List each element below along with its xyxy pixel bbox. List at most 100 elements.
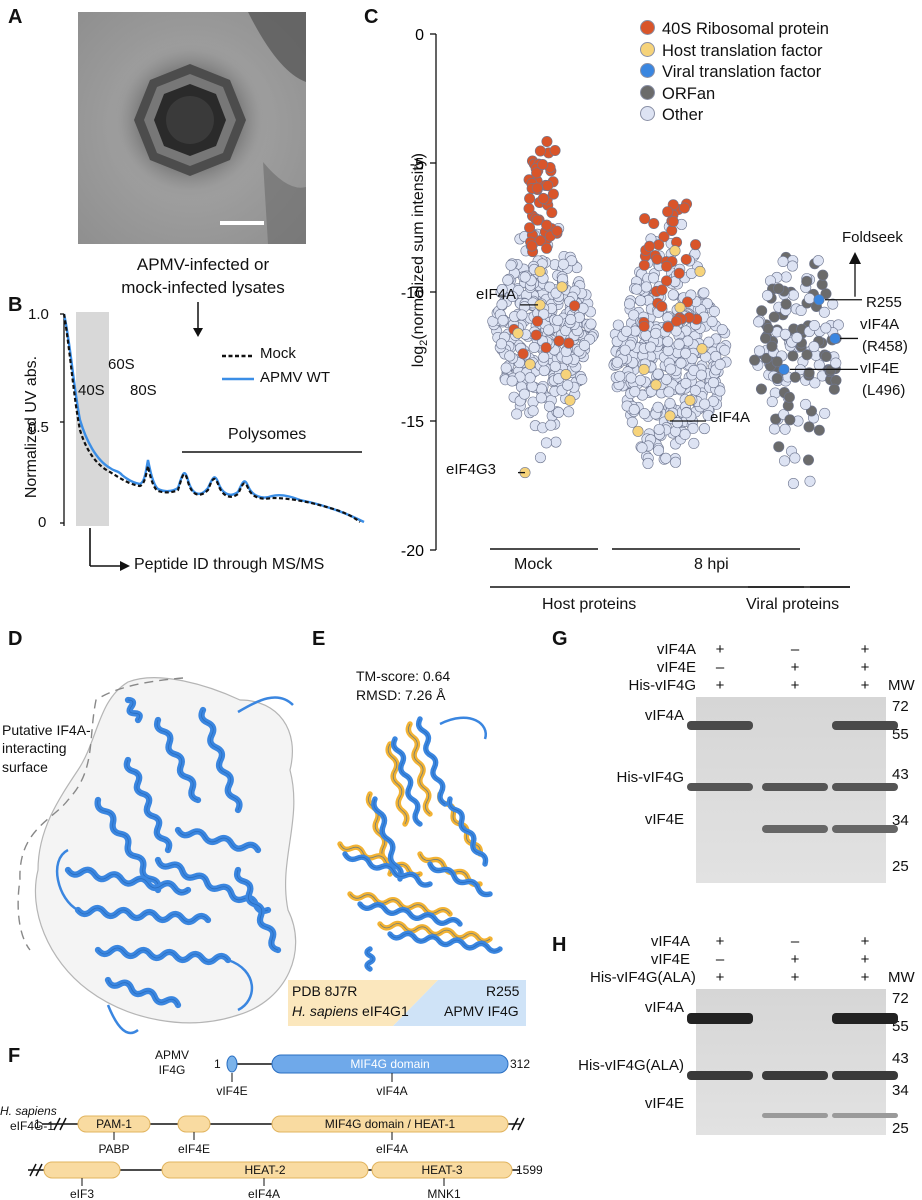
gel-sign: + xyxy=(715,677,725,694)
point-other xyxy=(502,274,514,286)
point-viral xyxy=(756,305,768,317)
point-other xyxy=(518,388,530,400)
apmv-site-vif4e: vIF4E xyxy=(216,1084,248,1098)
point-40s xyxy=(541,242,553,254)
point-other xyxy=(516,309,528,321)
point-viral xyxy=(804,292,816,304)
point-host-tf xyxy=(696,343,708,355)
point-viral xyxy=(771,372,783,384)
y-tick-label: -15 xyxy=(401,414,424,431)
point-other xyxy=(642,457,654,469)
mw-value: 25 xyxy=(892,858,909,875)
point-40s xyxy=(653,239,665,251)
legend-swatch xyxy=(640,84,655,100)
gel-band xyxy=(687,1071,753,1080)
gel-band xyxy=(762,783,828,791)
point-host-tf xyxy=(650,379,662,391)
point-viral xyxy=(779,423,791,435)
point-host-tf xyxy=(512,327,524,339)
gel-sign: + xyxy=(790,951,800,968)
gel-band xyxy=(762,825,828,833)
point-viral xyxy=(784,414,796,426)
legend-label: Viral translation factor xyxy=(662,63,822,81)
point-viral xyxy=(780,271,792,283)
point-other xyxy=(689,384,701,396)
point-other xyxy=(497,314,509,326)
point-viral xyxy=(820,351,832,363)
scatter-plot: 0 -5 -10 -15 -20 xyxy=(401,27,862,588)
mw-value: 43 xyxy=(892,1050,909,1067)
key-r255: R255 xyxy=(486,983,520,999)
point-other xyxy=(687,422,699,434)
point-viral xyxy=(760,352,772,364)
point-40s xyxy=(537,159,549,171)
point-40s xyxy=(680,253,692,265)
point-viral xyxy=(755,383,767,395)
point-viral xyxy=(787,477,799,489)
heat2-domain: HEAT-2 xyxy=(244,1163,286,1177)
point-viral xyxy=(779,455,791,467)
helix-e-apmv-edge xyxy=(418,718,446,805)
gel-band-label: vIF4A xyxy=(644,707,684,724)
point-other xyxy=(708,305,720,317)
helix-e-human-edge xyxy=(387,743,408,825)
gel-row-label: vIF4E xyxy=(650,951,690,968)
point-host-tf xyxy=(669,245,681,257)
point-other xyxy=(545,419,557,431)
point-viral xyxy=(800,398,812,410)
point-other xyxy=(695,369,707,381)
legend-item: Other xyxy=(640,106,703,125)
apmv-label-1: APMV xyxy=(154,1048,189,1062)
label-eif4g3: eIF4G3 xyxy=(446,461,497,478)
gel-band xyxy=(687,1013,753,1024)
point-40s xyxy=(546,207,558,219)
panel-label-h: H xyxy=(552,934,567,956)
point-other xyxy=(714,385,726,397)
label-foldseek: Foldseek xyxy=(842,229,903,246)
point-viral xyxy=(783,391,795,403)
point-viral xyxy=(816,278,828,290)
legend-item: ORFan xyxy=(640,84,715,104)
point-other xyxy=(719,344,731,356)
legend-mock: Mock xyxy=(260,345,296,362)
point-viral xyxy=(779,328,791,340)
helix-e-apmv-edge xyxy=(366,948,374,970)
y-tick-label: -20 xyxy=(401,543,424,560)
helix-d-edge xyxy=(156,719,199,801)
category-viral: Viral proteins xyxy=(746,596,840,613)
point-viral xyxy=(787,289,799,301)
point-other xyxy=(671,417,683,429)
panel-label-c: C xyxy=(364,6,379,28)
gel-band-label: vIF4E xyxy=(644,811,684,828)
point-40s xyxy=(682,296,694,308)
point-viral xyxy=(791,332,803,344)
point-viral xyxy=(768,423,780,435)
point-host-tf xyxy=(684,394,696,406)
gel-band-label: His-vIF4G xyxy=(616,769,685,786)
point-other xyxy=(673,338,685,350)
label-r255: R255 xyxy=(866,294,902,311)
point-viral xyxy=(789,371,801,383)
point-host-tf xyxy=(664,410,676,422)
helix-e-apmv-edge xyxy=(373,798,402,880)
point-40s xyxy=(678,202,690,214)
loops-d xyxy=(55,696,294,1035)
legend-swatch xyxy=(640,63,655,78)
peak-80s: 80S xyxy=(130,382,157,399)
point-other xyxy=(645,341,657,353)
point-other xyxy=(496,299,508,311)
point-viral xyxy=(820,288,832,300)
point-40s xyxy=(549,144,561,156)
point-other xyxy=(675,357,687,369)
gel-sign: – xyxy=(715,659,725,676)
point-other xyxy=(562,379,574,391)
point-40s xyxy=(661,260,673,272)
point-other xyxy=(611,356,623,368)
point-viral xyxy=(808,341,820,353)
point-viral xyxy=(773,283,785,295)
point-viral xyxy=(813,359,825,371)
point-other xyxy=(688,437,700,449)
y-tick-label: 0 xyxy=(415,27,424,44)
gel-band xyxy=(832,721,898,730)
helix-e-human-edge xyxy=(349,893,451,915)
